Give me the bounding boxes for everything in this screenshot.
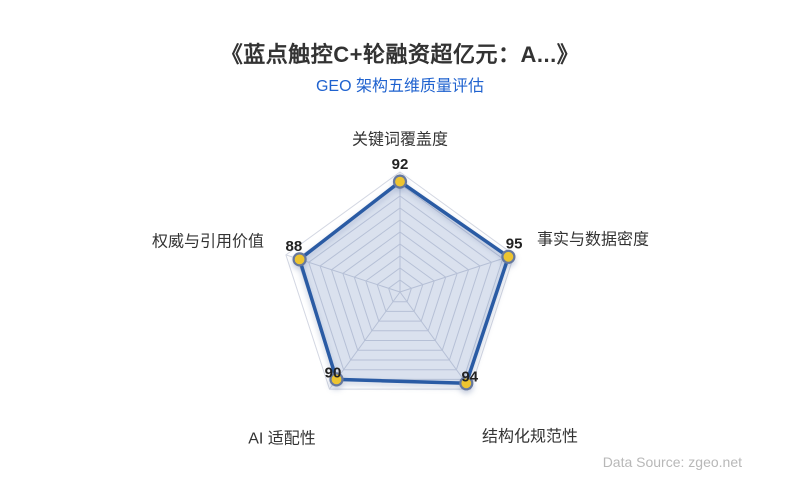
radar-series [292, 174, 516, 391]
radar-axis-spoke [399, 291, 471, 390]
radar-axis-spoke [329, 291, 401, 390]
radar-data-point [501, 249, 516, 264]
value-label: 95 [506, 235, 523, 252]
radar-grid-ring [388, 279, 412, 303]
radar-grid-ring [365, 255, 435, 322]
axis-label: AI 适配性 [248, 430, 316, 448]
radar-data-point [392, 174, 408, 189]
radar-grid-ring [342, 231, 458, 341]
chart-title: 《蓝点触控C+轮融资超亿元：A...》 [220, 42, 580, 67]
radar-data-point [459, 376, 474, 391]
radar-grid-ring [376, 267, 424, 312]
value-label: 90 [325, 365, 342, 382]
axis-label: 关键词覆盖度 [352, 131, 448, 149]
radar-grid-ring [285, 171, 515, 390]
radar-data-point [292, 252, 307, 267]
radar-grid-ring [330, 219, 470, 351]
value-label: 92 [392, 156, 409, 173]
chart-subtitle: GEO 架构五维质量评估 [315, 78, 484, 95]
radar-value-labels: 92 95 94 90 88 [286, 156, 523, 386]
radar-grid-ring [319, 207, 481, 361]
radar-grid-ring [308, 195, 492, 371]
axis-label: 权威与引用价值 [152, 233, 264, 251]
data-source-caption: Data Source: zgeo.net [602, 454, 742, 470]
radar-grid-ring [353, 243, 447, 332]
value-label: 88 [286, 238, 303, 255]
axis-label: 结构化规范性 [482, 428, 578, 446]
radar-axis-spoke [399, 254, 515, 293]
radar-data-point [329, 372, 344, 387]
axis-label: 事实与数据密度 [537, 231, 649, 249]
value-label: 94 [461, 369, 478, 386]
radar-data-polygon [297, 179, 511, 386]
